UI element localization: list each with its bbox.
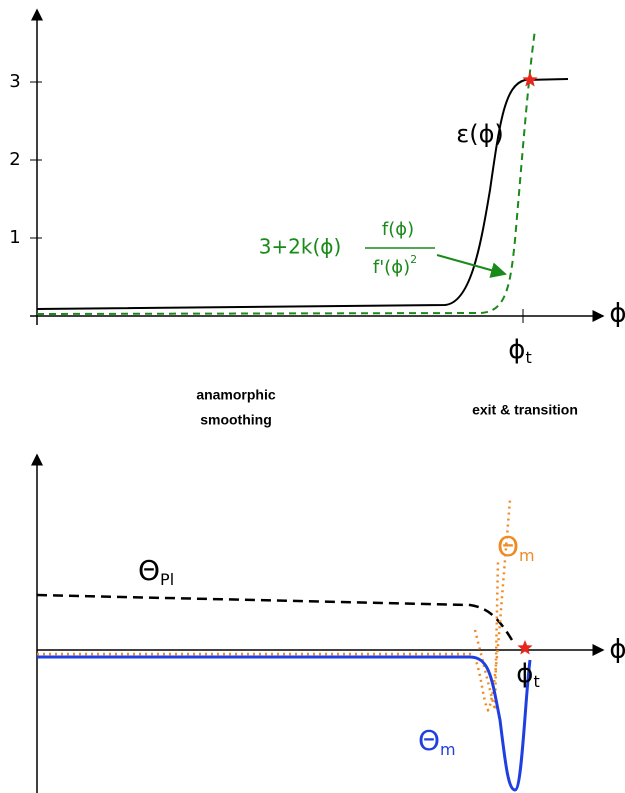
transition-label: ϕt xyxy=(516,659,539,691)
x-axis-label: ϕ xyxy=(609,635,625,665)
formula-arrow xyxy=(436,254,507,278)
formula-numerator: f(ϕ) xyxy=(382,219,414,240)
epsilon-label: ε(ϕ) xyxy=(456,120,504,148)
formula-denominator: f'(ϕ)2 xyxy=(373,253,417,278)
top-panel: 1 2 3 ϕ ϕt ε(ϕ) 3+2k(ϕ) f(ϕ) f'(ϕ)2 xyxy=(9,8,625,367)
theta-pl-label: ΘPl xyxy=(138,554,174,589)
formula-curve xyxy=(36,29,536,315)
region-label: smoothing xyxy=(200,412,272,428)
x-axis-label: ϕ xyxy=(609,299,625,329)
theta-pl-curve xyxy=(36,593,517,646)
epsilon-curve xyxy=(36,78,569,310)
theta-m-blue-label: Θm xyxy=(418,724,456,759)
transition-point xyxy=(522,72,538,87)
transition-label: ϕt xyxy=(508,335,531,367)
bottom-panel: ϕ ϕt ΘPl Θm Θm xyxy=(31,453,625,793)
region-label: anamorphic xyxy=(196,387,276,403)
y-tick-label: 1 xyxy=(9,227,20,248)
theta-m-orange-label: Θm xyxy=(497,530,535,565)
formula-lead: 3+2k(ϕ) xyxy=(259,235,342,259)
region-label: exit & transition xyxy=(472,402,578,418)
transition-point xyxy=(517,640,533,655)
y-tick-label: 3 xyxy=(9,71,20,92)
y-tick-label: 2 xyxy=(9,149,20,170)
theta-m-blue-curve xyxy=(37,655,532,792)
